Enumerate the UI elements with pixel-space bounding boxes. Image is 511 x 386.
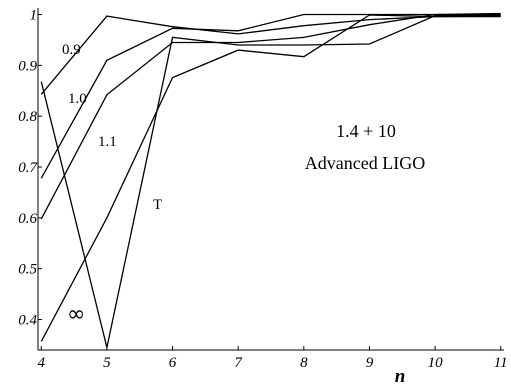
y-tick-label: 0.6 (18, 211, 37, 227)
series-labels: 0.9 1.0 1.1 T ∞ (62, 42, 162, 327)
y-tick-label: 0.7 (18, 160, 38, 176)
y-tick-label: 0.8 (18, 109, 37, 125)
y-tick-label: 1 (30, 8, 38, 24)
y-tick-label: 0.5 (18, 262, 37, 278)
annotation-detector: Advanced LIGO (305, 153, 425, 173)
series-line-3 (40, 14, 501, 348)
x-tick-label: 9 (366, 355, 374, 371)
series-label-1.0: 1.0 (68, 91, 87, 107)
series-label-T: T (153, 197, 162, 213)
x-axis-label: n (395, 366, 406, 386)
x-tick-label: 11 (494, 355, 508, 371)
x-tick-label: 10 (428, 355, 444, 371)
series-line-2 (40, 12, 501, 220)
series-lines (40, 12, 501, 348)
x-tick-label: 6 (169, 355, 177, 371)
series-line-4 (40, 14, 501, 342)
x-tick-label: 8 (300, 355, 308, 371)
series-label-infinity: ∞ (67, 302, 85, 327)
annotations: 1.4 + 10 Advanced LIGO (305, 121, 425, 173)
series-label-0.9: 0.9 (62, 42, 81, 58)
series-line-1 (40, 13, 501, 179)
series-label-1.1: 1.1 (98, 134, 117, 150)
annotation-config: 1.4 + 10 (336, 121, 396, 141)
axes: 0.4 0.5 0.6 0.7 0.8 0.9 1 4 5 6 7 8 9 10 11 (18, 8, 507, 371)
y-tick-label: 0.9 (18, 58, 37, 74)
x-tick-label: 7 (234, 355, 243, 371)
x-tick-label: 4 (38, 355, 46, 371)
y-tick-label: 0.4 (18, 313, 37, 329)
series-line-0 (40, 15, 501, 95)
x-tick-label: 5 (103, 355, 111, 371)
